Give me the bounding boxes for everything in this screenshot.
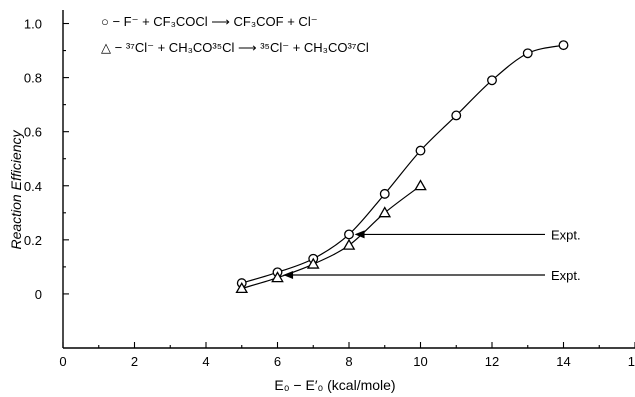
y-tick-label: 0.4 <box>24 179 42 194</box>
x-tick-label: 6 <box>274 354 281 369</box>
expt-arrowhead <box>354 230 365 239</box>
x-tick-label: 4 <box>202 354 209 369</box>
data-point-circle <box>415 145 426 156</box>
data-point-triangle <box>342 238 356 250</box>
x-tick-label: 8 <box>345 354 352 369</box>
legend: ○ − F⁻ + CF₃COCl ⟶ CF₃COF + Cl⁻ △ − ³⁷Cl… <box>101 14 369 55</box>
x-tick-label: 0 <box>59 354 66 369</box>
x-tick-label: 14 <box>556 354 570 369</box>
data-point-circle <box>344 229 354 240</box>
axis-ticks: 0 2 4 6 8 10 12 14 16 0 0.2 0.4 0.6 0.8 1.0 <box>24 17 635 369</box>
legend-entry-triangle: △ − ³⁷Cl⁻ + CH₃CO³⁵Cl ⟶ ³⁵Cl⁻ + CH₃CO³⁷C… <box>101 40 369 55</box>
series-line-triangle <box>241 185 421 290</box>
y-tick-label: 0.8 <box>24 71 42 86</box>
data-point-circle <box>558 40 569 51</box>
x-axis-title: E₀ − E′₀ (kcal/mole) <box>274 377 395 393</box>
data-point-circle <box>487 75 497 86</box>
y-tick-label: 0 <box>35 287 42 302</box>
x-tick-label: 10 <box>413 354 427 369</box>
annotations: Expt. Expt. <box>283 227 581 283</box>
data-point-triangle <box>414 179 427 191</box>
data-point-triangle <box>271 271 284 283</box>
data-point-triangle <box>235 282 249 294</box>
y-axis-title: Reaction Efficiency <box>8 129 24 249</box>
data-point-triangle <box>306 257 320 269</box>
expt-label: Expt. <box>551 268 581 283</box>
expt-label: Expt. <box>551 227 581 242</box>
series-curves <box>241 44 564 290</box>
series-line-circle <box>241 44 564 284</box>
x-tick-label: 12 <box>485 354 499 369</box>
expt-arrowhead <box>283 270 294 279</box>
x-tick-label: 2 <box>131 354 138 369</box>
data-point-triangle <box>378 206 392 218</box>
y-tick-label: 0.6 <box>24 125 42 140</box>
legend-entry-circle: ○ − F⁻ + CF₃COCl ⟶ CF₃COF + Cl⁻ <box>101 14 318 29</box>
data-point-circle <box>451 110 462 121</box>
y-tick-label: 0.2 <box>24 233 42 248</box>
series-markers <box>235 40 569 294</box>
y-tick-label: 1.0 <box>24 17 42 32</box>
data-point-circle <box>379 188 390 199</box>
x-tick-label: 16 <box>628 354 635 369</box>
data-point-circle <box>522 48 533 59</box>
